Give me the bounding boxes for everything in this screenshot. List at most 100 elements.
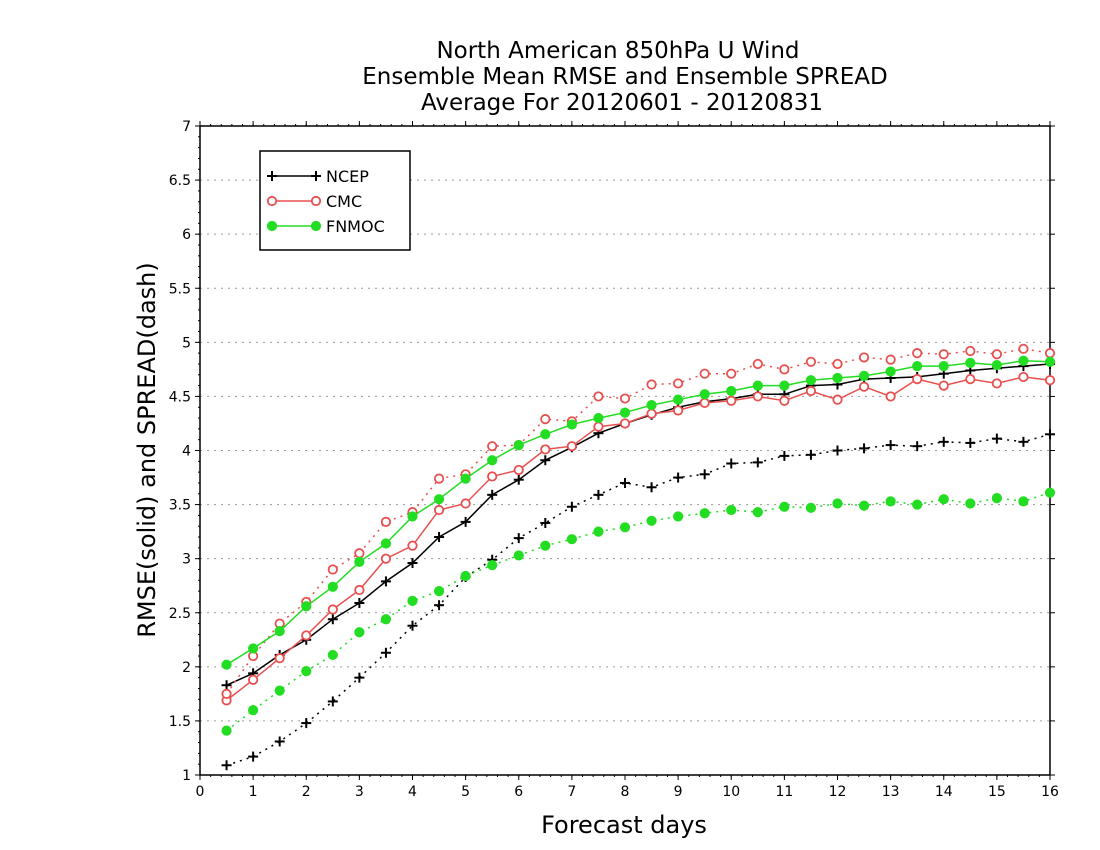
- axes: 11.522.533.544.555.566.570 1 2 3 4 5 6 7 8 9 10 11 1…: [169, 119, 1059, 800]
- data-point-fnmoc-rmse: [965, 357, 976, 368]
- chart-title: North American 850hPa U Wind Ensemble Me…: [362, 38, 887, 116]
- data-point-ncep-spread: [434, 600, 445, 611]
- data-point-fnmoc-rmse: [274, 626, 285, 637]
- x-tick-label: 5: [461, 784, 470, 800]
- data-point-fnmoc-rmse: [248, 643, 259, 654]
- data-point-fnmoc-spread: [566, 534, 577, 545]
- series-line-cmc-rmse: [226, 376, 1051, 701]
- data-point-cmc-rmse: [487, 471, 498, 482]
- series-line-ncep-rmse: [226, 363, 1051, 686]
- data-point-cmc-spread: [938, 349, 949, 360]
- data-point-fnmoc-spread: [593, 526, 604, 537]
- data-point-fnmoc-spread: [832, 498, 843, 509]
- title-line-1: North American 850hPa U Wind: [436, 38, 799, 64]
- data-point-cmc-spread: [1018, 343, 1029, 354]
- data-point-cmc-rmse: [646, 408, 657, 419]
- data-point-ncep-spread: [699, 469, 710, 480]
- data-point-cmc-rmse: [832, 394, 843, 405]
- data-point-cmc-spread: [673, 378, 684, 389]
- x-tick-label: 13: [882, 784, 900, 800]
- series-cmc-spread: [221, 343, 1056, 699]
- legend-marker: [266, 195, 278, 207]
- legend-label: FNMOC: [326, 217, 385, 236]
- data-point-fnmoc-rmse: [327, 581, 338, 592]
- data-point-ncep-spread: [566, 501, 577, 512]
- y-tick-label: 2: [182, 660, 191, 676]
- y-tick-label: 4.5: [169, 389, 191, 405]
- data-point-ncep-spread: [593, 489, 604, 500]
- y-tick-label: 2.5: [169, 606, 191, 622]
- data-point-cmc-rmse: [805, 385, 817, 397]
- data-point-fnmoc-rmse: [805, 375, 817, 386]
- y-tick-label: 3.5: [169, 498, 191, 514]
- data-point-fnmoc-rmse: [752, 380, 763, 391]
- title-line-3: Average For 20120601 - 20120831: [421, 90, 823, 116]
- title-line-2: Ensemble Mean RMSE and Ensemble SPREAD: [362, 64, 887, 90]
- data-point-fnmoc-rmse: [699, 389, 710, 400]
- data-point-cmc-rmse: [938, 380, 949, 391]
- y-tick-label: 1: [182, 768, 191, 784]
- legend-item-cmc: CMC: [266, 192, 362, 211]
- data-point-ncep-rmse: [487, 489, 498, 500]
- legend-marker: [267, 171, 277, 181]
- data-point-fnmoc-spread: [673, 511, 684, 522]
- data-point-fnmoc-rmse: [593, 412, 604, 424]
- series-line-fnmoc-spread: [226, 491, 1051, 732]
- series-fnmoc-rmse: [221, 355, 1056, 670]
- data-point-ncep-spread: [673, 472, 684, 483]
- series-layer: [221, 343, 1056, 771]
- data-point-cmc-rmse: [699, 397, 710, 409]
- y-tick-label: 4: [182, 444, 191, 460]
- data-point-cmc-rmse: [1018, 371, 1029, 383]
- series-cmc-rmse: [221, 371, 1056, 706]
- data-point-fnmoc-spread: [885, 496, 896, 507]
- data-point-fnmoc-rmse: [540, 429, 551, 440]
- data-point-fnmoc-spread: [460, 570, 471, 582]
- x-tick-label: 11: [775, 784, 793, 800]
- data-point-cmc-spread: [858, 352, 870, 363]
- data-point-cmc-rmse: [965, 374, 976, 385]
- data-point-fnmoc-rmse: [726, 385, 737, 397]
- data-point-cmc-spread: [965, 345, 976, 357]
- data-point-ncep-rmse: [434, 532, 445, 543]
- legend-item-fnmoc: FNMOC: [266, 217, 385, 236]
- data-point-fnmoc-spread: [779, 501, 790, 512]
- data-point-cmc-spread: [327, 564, 338, 575]
- data-point-fnmoc-spread: [433, 586, 445, 597]
- data-point-ncep-spread: [407, 620, 418, 631]
- data-point-fnmoc-spread: [726, 504, 737, 516]
- data-point-cmc-spread: [380, 516, 392, 527]
- data-point-fnmoc-spread: [965, 498, 976, 509]
- data-point-fnmoc-spread: [380, 614, 392, 625]
- y-tick-label: 1.5: [169, 714, 191, 730]
- data-point-cmc-rmse: [354, 584, 365, 596]
- data-point-cmc-rmse: [407, 540, 418, 551]
- x-tick-label: 1: [249, 784, 258, 800]
- data-point-cmc-rmse: [885, 391, 896, 402]
- data-point-fnmoc-rmse: [858, 370, 870, 381]
- x-tick-label: 14: [935, 784, 953, 800]
- data-point-ncep-rmse: [221, 680, 232, 691]
- y-tick-label: 6: [182, 227, 191, 243]
- data-point-ncep-spread: [752, 457, 763, 468]
- grid: [200, 179, 1050, 722]
- data-point-fnmoc-rmse: [513, 439, 524, 451]
- x-axis-label: Forecast days: [541, 811, 707, 839]
- data-point-cmc-rmse: [433, 504, 445, 516]
- data-point-cmc-spread: [221, 688, 232, 699]
- data-point-ncep-spread: [779, 450, 790, 461]
- data-point-ncep-spread: [327, 696, 338, 707]
- data-point-ncep-spread: [912, 441, 923, 452]
- data-point-fnmoc-rmse: [433, 494, 445, 505]
- data-point-ncep-spread: [513, 533, 524, 544]
- data-point-cmc-rmse: [726, 395, 737, 406]
- data-point-cmc-spread: [779, 364, 790, 375]
- data-point-fnmoc-spread: [354, 627, 365, 638]
- data-point-fnmoc-spread: [805, 502, 817, 513]
- data-point-fnmoc-spread: [407, 595, 418, 606]
- data-point-ncep-rmse: [513, 474, 524, 485]
- data-point-fnmoc-rmse: [380, 538, 392, 549]
- data-point-fnmoc-rmse: [912, 361, 923, 372]
- data-point-fnmoc-rmse: [487, 455, 498, 466]
- data-point-cmc-rmse: [779, 395, 790, 406]
